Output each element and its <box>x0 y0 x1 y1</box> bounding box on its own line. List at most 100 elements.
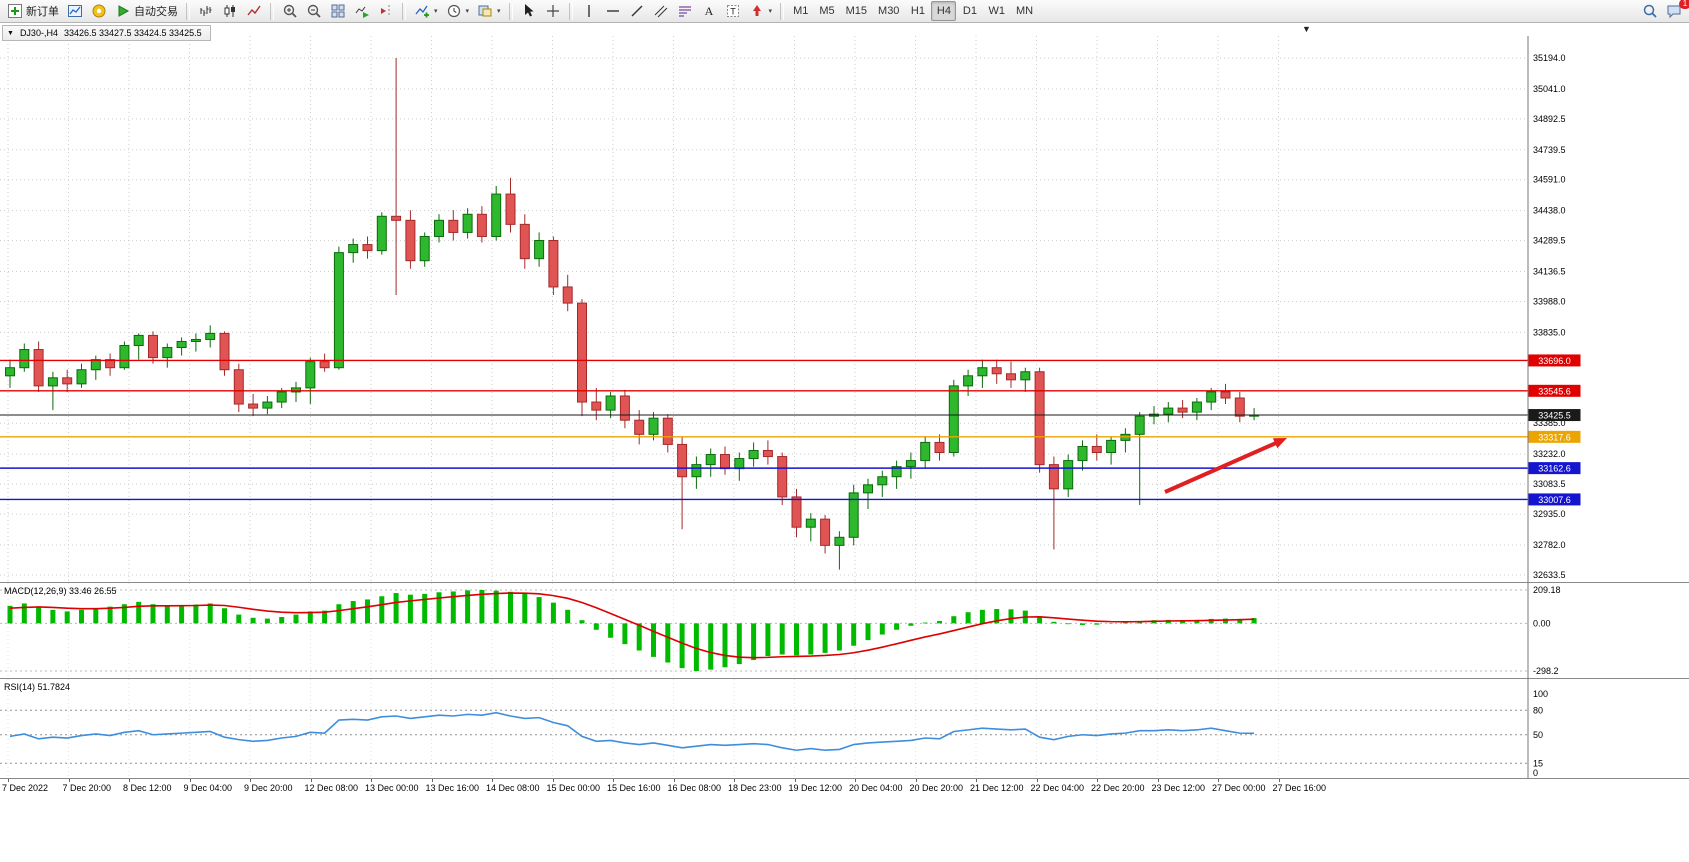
cursor-icon <box>521 3 537 19</box>
templates-button[interactable]: ▾ <box>473 1 505 21</box>
cursor-button[interactable] <box>517 1 541 21</box>
candle-body <box>1191 401 1202 413</box>
candle-body <box>133 334 144 347</box>
timeframe-button-mn[interactable]: MN <box>1011 1 1038 21</box>
trend-arrow-head[interactable] <box>1272 438 1287 449</box>
charts-button[interactable] <box>63 1 87 21</box>
search-button[interactable] <box>1638 1 1662 21</box>
bar-chart-button[interactable] <box>194 1 218 21</box>
crosshair-button[interactable] <box>541 1 565 21</box>
periods-icon <box>446 3 462 19</box>
candle-body <box>162 347 173 359</box>
indicators-button[interactable]: ▾ <box>410 1 442 21</box>
time-axis-label: 8 Dec 12:00 <box>123 783 172 793</box>
time-axis-tick <box>1278 779 1280 782</box>
time-axis-tick <box>250 779 251 782</box>
autotrade-button[interactable]: 自动交易 <box>111 1 182 21</box>
timeframe-button-m5[interactable]: M5 <box>814 1 839 21</box>
fibonacci-button[interactable] <box>673 1 697 21</box>
chart-tab[interactable]: ▼ DJ30-,H4 33426.5 33427.5 33424.5 33425… <box>2 25 211 41</box>
macd-axis-label: -298.2 <box>1533 666 1559 676</box>
macd-signal-line <box>9 592 1255 659</box>
trendline-button[interactable] <box>625 1 649 21</box>
macd-axis-label: 0.00 <box>1533 618 1551 628</box>
candle-body <box>748 449 759 460</box>
time-axis-tick <box>189 779 191 782</box>
timeframe-button-w1[interactable]: W1 <box>983 1 1010 21</box>
time-axis-label: 20 Dec 04:00 <box>849 783 903 793</box>
price-axis-label: 34739.5 <box>1533 145 1566 155</box>
candle-body <box>891 466 902 478</box>
time-axis-tick <box>855 779 856 782</box>
candle-body <box>1063 460 1074 490</box>
new-order-button[interactable]: 新订单 <box>3 1 63 21</box>
candle-body <box>1077 445 1088 462</box>
candle-body <box>777 456 788 498</box>
dropdown-caret-icon: ▾ <box>768 8 773 15</box>
price-tag <box>1528 409 1581 422</box>
candle-body <box>1106 439 1117 454</box>
timeframe-button-h1[interactable]: H1 <box>905 1 930 21</box>
new-order-icon <box>7 3 23 19</box>
candle-body <box>1034 371 1045 466</box>
trend-arrow-annotation[interactable] <box>1164 441 1277 494</box>
community-button[interactable] <box>87 1 111 21</box>
timeframe-button-h4[interactable]: H4 <box>931 1 957 21</box>
text-button[interactable]: A <box>697 1 721 21</box>
candle-body <box>619 395 630 421</box>
candle-body <box>448 219 459 233</box>
zoom-out-button[interactable] <box>302 1 326 21</box>
candle-body <box>805 518 816 528</box>
candle-body <box>920 441 931 462</box>
candle-body <box>1163 407 1174 415</box>
candle-body <box>562 286 573 304</box>
chart-shift-button[interactable] <box>374 1 398 21</box>
time-axis-tick <box>794 779 796 782</box>
chart-shift-marker-icon[interactable]: ▼ <box>1302 24 1311 34</box>
vertical-line-button[interactable] <box>577 1 601 21</box>
autotrade-label: 自动交易 <box>134 6 178 18</box>
tile-windows-button[interactable] <box>326 1 350 21</box>
candle-body <box>577 302 587 403</box>
zoom-in-button[interactable] <box>278 1 302 21</box>
timeframe-button-m15[interactable]: M15 <box>841 1 872 21</box>
candle-body <box>233 369 244 405</box>
channel-button[interactable] <box>649 1 673 21</box>
price-tag <box>1528 462 1581 475</box>
candle-body <box>476 213 487 237</box>
chart-tab-quote: 33426.5 33427.5 33424.5 33425.5 <box>63 28 202 38</box>
rsi-panel[interactable]: 100 80 50 150 RSI(14) 51.7824 <box>0 678 1689 778</box>
text-label-button[interactable]: T <box>721 1 745 21</box>
candle-body <box>877 476 888 486</box>
time-axis-label: 27 Dec 16:00 <box>1272 783 1327 793</box>
line-chart-button[interactable] <box>242 1 266 21</box>
timeframe-button-d1[interactable]: D1 <box>957 1 982 21</box>
macd-panel[interactable]: 209.18 0.00 -298.2 MACD(12,26,9) 33.46 26.5… <box>0 582 1689 678</box>
rsi-title: RSI(14) 51.7824 <box>4 682 70 692</box>
candle-body <box>634 419 645 435</box>
fibonacci-icon <box>677 3 693 19</box>
notifications-button[interactable]: 1 <box>1662 0 1689 21</box>
price-axis-label: 33083.5 <box>1533 479 1566 489</box>
time-axis-label: 18 Dec 23:00 <box>728 783 782 793</box>
horizontal-line-button[interactable] <box>601 1 625 21</box>
timeframe-button-m1[interactable]: M1 <box>788 1 813 21</box>
arrows-button[interactable]: ▾ <box>745 1 777 21</box>
auto-scroll-button[interactable] <box>350 1 374 21</box>
time-axis-label: 13 Dec 00:00 <box>365 783 419 793</box>
time-axis-tick <box>1036 779 1038 782</box>
toolbar-separator <box>270 2 274 20</box>
periods-button[interactable]: ▾ <box>442 1 474 21</box>
candle-body <box>405 219 416 262</box>
candle-body <box>219 332 230 371</box>
time-axis-tick <box>613 779 614 782</box>
candle-body <box>1234 397 1245 417</box>
price-tag-label: 33545.6 <box>1538 386 1571 396</box>
candlestick-chart-button[interactable] <box>218 1 242 21</box>
candle-body <box>291 387 301 393</box>
price-chart[interactable]: 35194.0 35041.0 34892.5 34739.5 34591.0 34438… <box>0 36 1689 582</box>
new-order-label: 新订单 <box>26 6 59 18</box>
timeframe-button-m30[interactable]: M30 <box>873 1 904 21</box>
time-axis-tick <box>492 779 493 782</box>
candle-body <box>834 536 845 546</box>
